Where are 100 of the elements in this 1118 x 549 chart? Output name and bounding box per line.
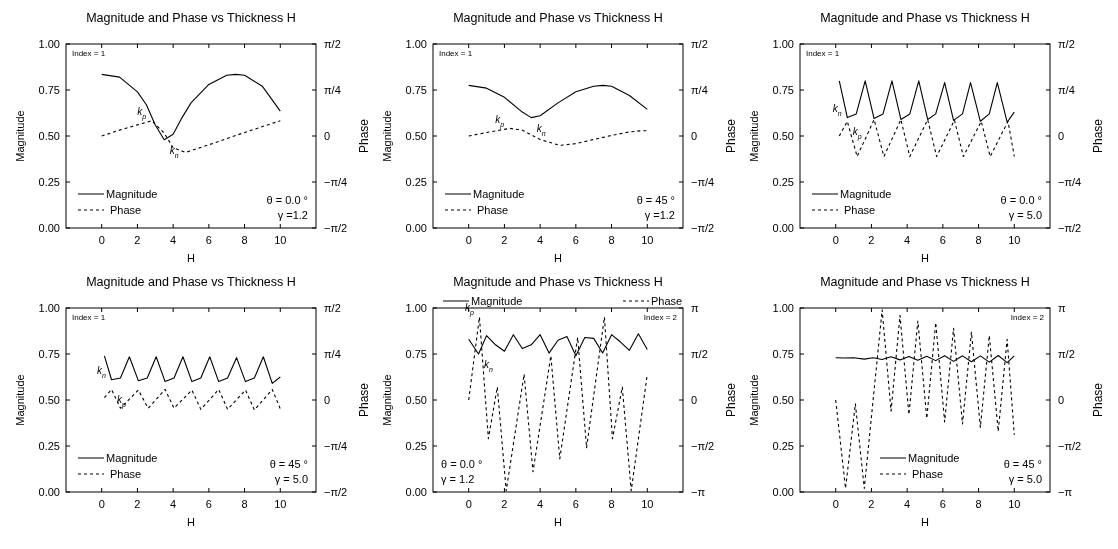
y2-axis-title: Phase [357,382,371,418]
x-tick-label: 8 [608,498,615,510]
y2-tick-label: −π/2 [1058,222,1082,234]
y-tick-label: 0.25 [405,176,427,188]
y-tick-label: 1.00 [772,302,794,314]
x-tick-label: 6 [572,498,579,510]
x-tick-label: 2 [501,234,508,246]
chart-title: Magnitude and Phase vs Thickness H [453,11,663,25]
annotation: Index = 1 [806,49,840,58]
legend-label: Phase [651,295,683,307]
y2-tick-label: 0 [1058,394,1065,406]
y-tick-label: 0.75 [38,348,60,360]
annotation: Index = 1 [72,313,106,322]
y-axis-title: Magnitude [748,374,760,426]
chart-title: Magnitude and Phase vs Thickness H [820,11,1030,25]
annotation: γ = 5.0 [1008,473,1042,485]
y-tick-label: 0.00 [772,486,794,498]
x-tick-label: 10 [641,498,654,510]
x-tick-label: 2 [868,234,875,246]
annotation: Index = 2 [1010,313,1045,322]
x-tick-label: 0 [98,234,105,246]
x-tick-label: 10 [641,234,654,246]
annotation: k$_{n}$ [484,359,494,373]
y-tick-label: 1.00 [38,302,60,314]
annotation: k$_{p}$ [117,393,127,409]
x-tick-label: 6 [205,498,212,510]
line-series [103,355,281,384]
y2-tick-label: −π [1058,486,1073,498]
y2-tick-label: π/4 [1058,84,1075,96]
y2-tick-label: π/4 [324,348,341,360]
y2-tick-label: π/2 [324,38,341,50]
y-tick-label: 0.00 [38,222,60,234]
annotation: θ = 0.0 ° [266,194,308,206]
y2-tick-label: 0 [324,130,331,142]
y2-tick-label: 0 [1058,130,1065,142]
annotation: Index = 2 [643,313,678,322]
chart-title: Magnitude and Phase vs Thickness H [86,275,296,289]
legend-label: Magnitude [471,295,523,307]
legend-label: Phase [912,468,944,480]
y-axis-title: Magnitude [381,374,393,426]
legend-label: Phase [110,204,142,216]
legend-label: Magnitude [106,452,158,464]
y-tick-label: 0.50 [38,394,60,406]
x-axis-title: H [187,252,196,264]
x-tick-label: 4 [537,498,544,510]
y2-tick-label: −π/2 [324,486,348,498]
x-tick-label: 10 [274,498,287,510]
y2-tick-label: π [1058,302,1066,314]
chart-title: Magnitude and Phase vs Thickness H [453,275,663,289]
x-tick-label: 2 [501,498,508,510]
y2-tick-label: π/2 [324,302,341,314]
y2-axis-title: Phase [1091,118,1105,154]
x-tick-label: 0 [465,234,472,246]
annotation: Index = 1 [439,49,473,58]
legend-label: Phase [844,204,876,216]
y2-tick-label: −π/2 [1058,440,1082,452]
annotation: θ = 45 ° [1003,458,1042,470]
annotation: γ = 5.0 [1008,209,1042,221]
y2-tick-label: π/2 [691,348,708,360]
y-tick-label: 0.50 [38,130,60,142]
x-tick-label: 4 [904,498,911,510]
y-axis-title: Magnitude [748,110,760,162]
y2-tick-label: −π/2 [691,222,715,234]
y2-axis-title: Phase [724,118,738,154]
y2-tick-label: −π/4 [691,176,715,188]
y-tick-label: 0.75 [38,84,60,96]
annotation: θ = 45 ° [269,458,308,470]
x-tick-label: 8 [241,234,248,246]
x-tick-label: 10 [274,234,287,246]
x-tick-label: 6 [939,498,946,510]
y2-tick-label: π [691,302,699,314]
x-tick-label: 6 [205,234,212,246]
annotation: θ = 0.0 ° [1000,194,1042,206]
y2-tick-label: π/4 [324,84,341,96]
x-axis-title: H [554,516,563,528]
y2-tick-label: π/2 [1058,38,1075,50]
y-tick-label: 0.50 [405,394,427,406]
x-axis-title: H [187,516,196,528]
x-tick-label: 10 [1008,498,1021,510]
y-axis-title: Magnitude [14,110,26,162]
y2-tick-label: π/2 [691,38,708,50]
y2-tick-label: −π/4 [324,440,348,452]
annotation: k$_{p}$ [852,126,862,141]
y-tick-label: 0.75 [772,348,794,360]
y2-tick-label: π/2 [1058,348,1075,360]
y-tick-label: 0.25 [772,440,794,452]
y2-tick-label: −π/4 [324,176,348,188]
x-tick-label: 0 [98,498,105,510]
x-tick-label: 8 [975,234,982,246]
x-tick-label: 4 [904,234,911,246]
y2-tick-label: −π/4 [1058,176,1082,188]
x-tick-label: 2 [134,234,141,246]
annotation: k$_{n}$ [832,102,842,117]
x-tick-label: 2 [134,498,141,510]
y2-axis-title: Phase [1091,382,1105,418]
x-tick-label: 4 [170,234,177,246]
y2-tick-label: 0 [691,394,698,406]
y-tick-label: 0.50 [405,130,427,142]
y2-tick-label: −π/2 [691,440,715,452]
legend-label: Magnitude [473,188,525,200]
